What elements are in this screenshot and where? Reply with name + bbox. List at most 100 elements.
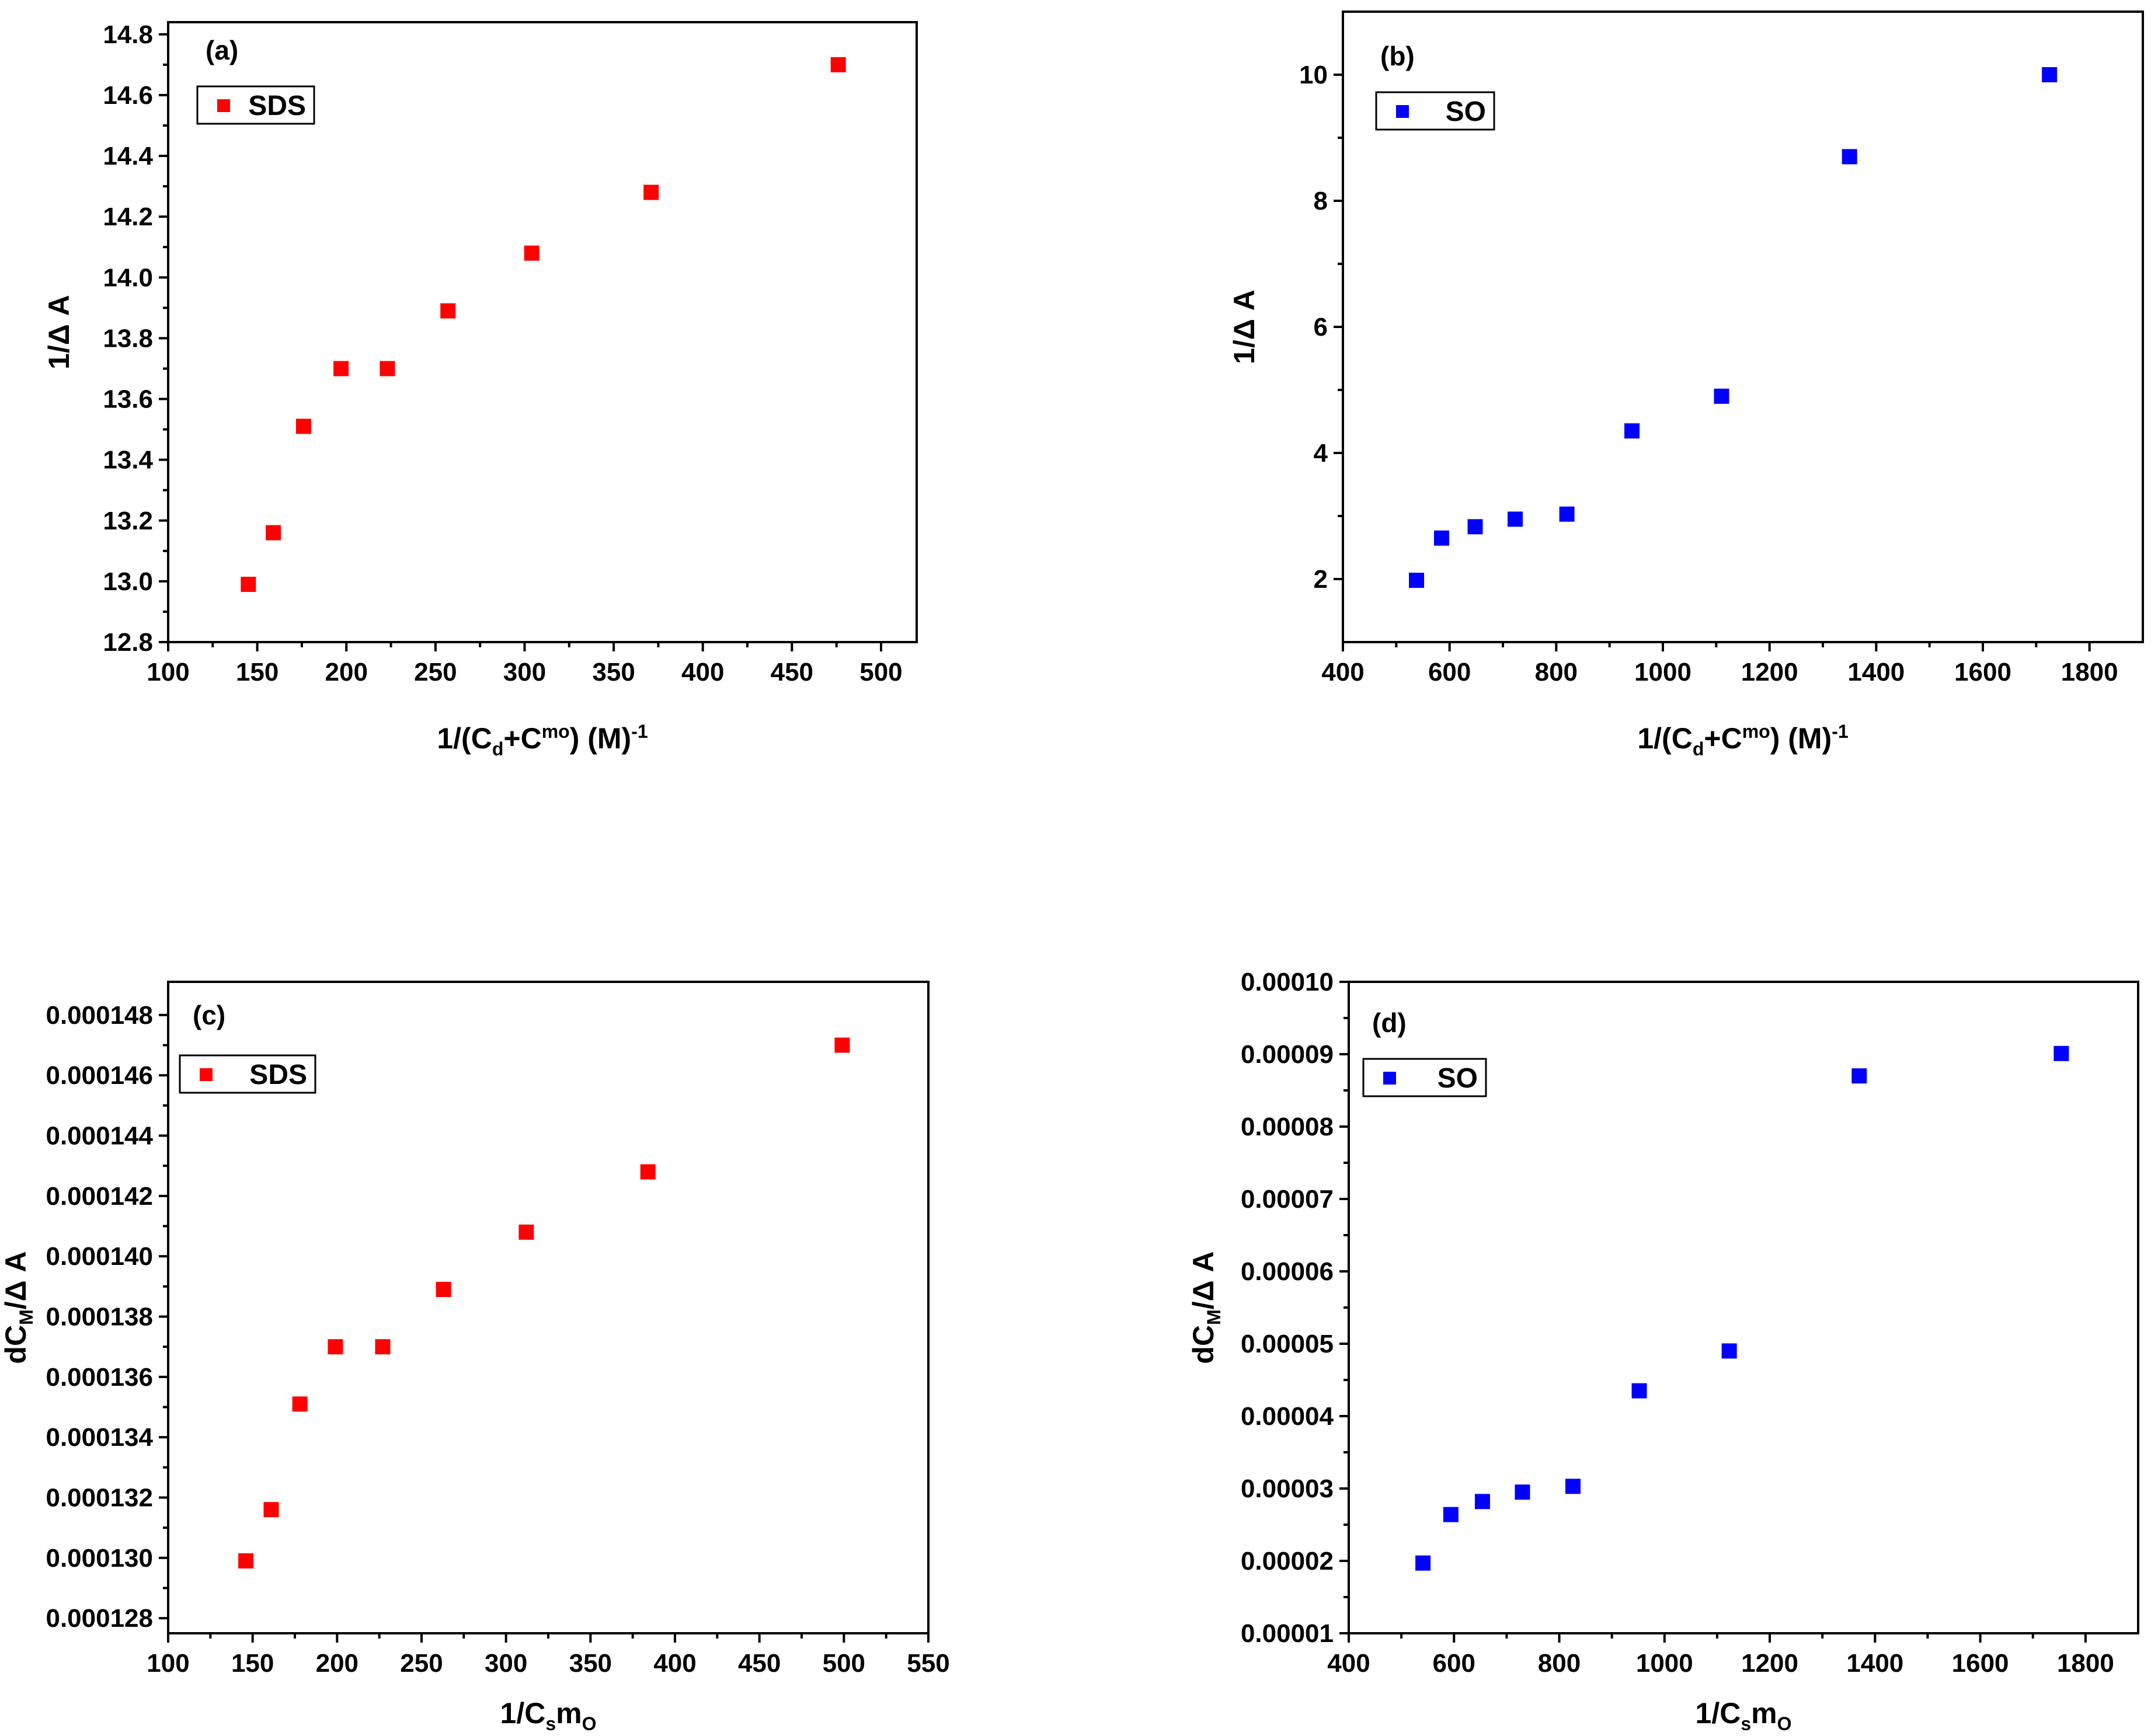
y-tick-label: 0.00010: [1241, 968, 1334, 996]
x-tick-label: 200: [316, 1649, 358, 1678]
y-axis-title: dCM/Δ A: [0, 1251, 37, 1364]
data-point: [1714, 388, 1729, 404]
y-tick-label: 6: [1314, 313, 1328, 341]
x-tick-label: 350: [569, 1649, 612, 1678]
y-tick-label: 13.4: [103, 446, 153, 475]
y-axis-title: 1/Δ A: [1228, 290, 1261, 364]
y-tick-label: 0.000148: [46, 1001, 153, 1030]
legend-marker: [200, 1068, 213, 1081]
data-point: [328, 1339, 343, 1355]
panel-c: 100 150 200 250 300 350 400 450 500 550 0.000128 0.…: [0, 981, 950, 1734]
legend-marker: [1383, 1072, 1396, 1085]
data-point: [1433, 530, 1449, 546]
plot-frame: [167, 21, 918, 643]
x-tick-label: 1200: [1741, 658, 1798, 686]
panel-b: 400 600 800 1000 1200 1400 1600 1800 2 4 6 8 10 1/(Cd…: [1228, 11, 2144, 759]
x-tick-label: 550: [907, 1649, 949, 1678]
legend-marker: [1396, 105, 1409, 118]
y-tick-label: 0.000140: [46, 1242, 153, 1271]
data-point: [524, 245, 540, 261]
x-tick-label: 250: [400, 1649, 443, 1678]
y-tick-label: 0.000136: [46, 1363, 153, 1392]
x-tick-label: 1200: [1741, 1649, 1798, 1678]
x-axis-title: 1/(Cd+Cmo) (M)-1: [437, 721, 648, 759]
legend: SO: [1362, 1058, 1487, 1097]
x-tick-label: 800: [1538, 1649, 1581, 1678]
y-tick-label: 14.6: [103, 81, 153, 110]
y-tick-label: 0.000138: [46, 1303, 153, 1331]
data-point: [295, 419, 311, 434]
data-point: [1624, 423, 1640, 439]
y-tick-label: 8: [1314, 187, 1328, 215]
y-tick-label: 13.0: [103, 567, 153, 596]
x-tick-label: 300: [485, 1649, 527, 1678]
data-point: [1721, 1343, 1737, 1359]
y-tick-label: 12.8: [103, 628, 153, 657]
x-tick-label: 300: [503, 658, 546, 686]
x-tick-label: 800: [1535, 658, 1578, 686]
x-tick-label: 450: [771, 658, 813, 686]
data-point: [1467, 519, 1483, 535]
x-tick-label: 1000: [1636, 1649, 1693, 1678]
data-point: [436, 1282, 451, 1297]
y-tick-label: 13.2: [103, 507, 153, 535]
legend-label: SDS: [248, 90, 306, 121]
data-point: [1508, 511, 1523, 527]
x-tick-label: 1800: [2057, 1649, 2114, 1678]
legend-marker: [217, 99, 230, 112]
data-point: [1565, 1479, 1581, 1494]
x-tick-label: 250: [414, 658, 457, 686]
y-tick-label: 0.00001: [1241, 1619, 1334, 1648]
data-point: [292, 1396, 308, 1412]
legend-label: SO: [1438, 1063, 1478, 1094]
y-tick-label: 0.00002: [1241, 1547, 1334, 1575]
y-tick-label: 0.00007: [1241, 1185, 1334, 1214]
x-tick-label: 1400: [1846, 1649, 1903, 1678]
data-point: [263, 1502, 279, 1518]
y-tick-label: 0.00009: [1241, 1040, 1334, 1069]
data-point: [241, 577, 256, 592]
panel-tag: (d): [1372, 1008, 1407, 1038]
data-point: [1842, 149, 1857, 165]
legend-label: SDS: [249, 1059, 307, 1090]
x-tick-label: 400: [653, 1649, 696, 1678]
x-axis-title: 1/(Cd+Cmo) (M)-1: [1637, 721, 1848, 759]
y-tick-label: 14.4: [103, 142, 153, 170]
x-tick-label: 1600: [1954, 658, 2011, 686]
data-point: [1409, 573, 1425, 588]
x-tick-label: 450: [738, 1649, 781, 1678]
x-tick-label: 350: [592, 658, 635, 686]
y-tick-label: 0.00004: [1241, 1402, 1334, 1431]
y-tick-label: 0.000132: [46, 1484, 153, 1512]
y-tick-label: 10: [1299, 61, 1328, 89]
data-point: [1515, 1484, 1530, 1500]
x-tick-label: 150: [236, 658, 279, 686]
legend: SDS: [196, 85, 315, 125]
y-tick-label: 2: [1314, 565, 1328, 594]
y-tick-label: 4: [1314, 439, 1328, 468]
legend-label: SO: [1446, 96, 1486, 127]
x-tick-label: 200: [325, 658, 368, 686]
x-tick-label: 400: [1321, 658, 1364, 686]
y-tick-label: 0.00003: [1241, 1474, 1334, 1503]
data-point: [643, 184, 659, 200]
panel-tag: (c): [193, 1000, 225, 1030]
data-point: [2053, 1045, 2069, 1061]
x-tick-label: 500: [859, 658, 902, 686]
data-point: [333, 361, 349, 377]
x-tick-label: 1800: [2061, 658, 2118, 686]
legend: SO: [1375, 91, 1495, 131]
legend: SDS: [179, 1054, 316, 1094]
data-point: [440, 303, 456, 319]
y-tick-label: 0.00005: [1241, 1330, 1334, 1358]
data-point: [1474, 1494, 1490, 1510]
panel-a: 100 150 200 250 300 350 400 450 500 12.8 13.0 13.2 1…: [43, 20, 918, 759]
x-tick-label: 150: [231, 1649, 274, 1678]
x-tick-label: 400: [681, 658, 724, 686]
y-tick-label: 0.000146: [46, 1061, 153, 1090]
y-tick-label: 14.8: [103, 20, 153, 49]
data-point: [1559, 506, 1575, 522]
x-tick-label: 1600: [1952, 1649, 2009, 1678]
panel-tag: (a): [206, 35, 238, 65]
